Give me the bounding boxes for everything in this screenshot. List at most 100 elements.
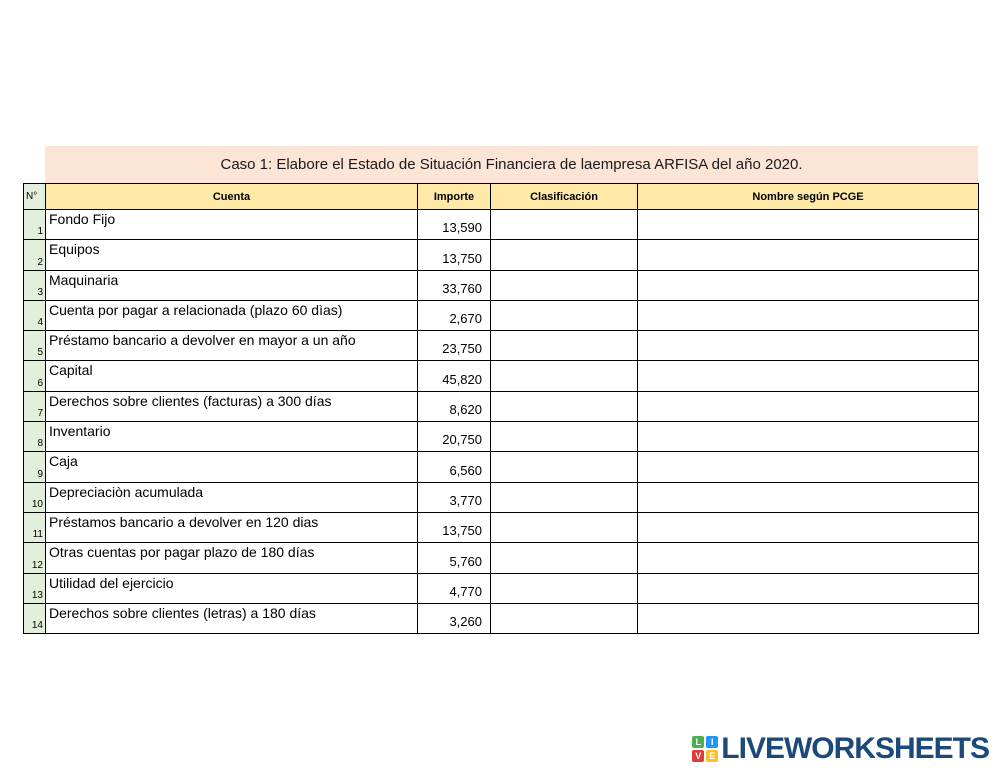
liveworksheets-logo-icon: L I V E <box>692 736 719 762</box>
row-number: 6 <box>23 360 46 392</box>
header-row: N° Cuenta Importe Clasificación Nombre s… <box>23 183 979 210</box>
row-number: 9 <box>23 451 46 483</box>
nombre-pcge-answer-cell[interactable] <box>637 269 979 301</box>
table-row: 4 Cuenta por pagar a relacionada (plazo … <box>23 299 979 332</box>
clasificacion-answer-cell[interactable] <box>490 330 638 362</box>
logo-square-v: V <box>692 750 705 762</box>
table-row: 7 Derechos sobre clientes (facturas) a 3… <box>23 390 979 423</box>
table-row: 8 Inventario 20,750 <box>23 421 979 453</box>
importe-cell: 33,760 <box>417 269 491 301</box>
importe-cell: 23,750 <box>417 330 491 362</box>
table-row: 11 Préstamos bancario a devolver en 120 … <box>23 511 979 544</box>
table-row: 3 Maquinaria 33,760 <box>23 269 979 301</box>
logo-square-e: E <box>706 750 719 762</box>
importe-cell: 13,750 <box>417 239 491 271</box>
nombre-pcge-answer-cell[interactable] <box>637 299 979 332</box>
importe-cell: 2,670 <box>417 299 491 332</box>
cuenta-cell: Caja <box>45 451 418 483</box>
cuenta-cell: Otras cuentas por pagar plazo de 180 día… <box>45 542 418 574</box>
row-number: 2 <box>23 239 46 271</box>
accounts-table: N° Cuenta Importe Clasificación Nombre s… <box>23 183 979 635</box>
row-number: 3 <box>23 269 46 301</box>
row-number: 10 <box>23 481 46 513</box>
table-row: 9 Caja 6,560 <box>23 451 979 483</box>
importe-cell: 5,760 <box>417 542 491 574</box>
clasificacion-answer-cell[interactable] <box>490 602 638 635</box>
importe-cell: 6,560 <box>417 451 491 483</box>
row-number: 1 <box>23 208 46 241</box>
cuenta-cell: Fondo Fijo <box>45 208 418 241</box>
nombre-pcge-answer-cell[interactable] <box>637 511 979 544</box>
table-row: 14 Derechos sobre clientes (letras) a 18… <box>23 602 979 635</box>
header-cuenta: Cuenta <box>45 183 418 210</box>
importe-cell: 3,260 <box>417 602 491 635</box>
clasificacion-answer-cell[interactable] <box>490 542 638 574</box>
header-num: N° <box>23 183 46 210</box>
logo-square-i: I <box>706 736 719 748</box>
cuenta-cell: Cuenta por pagar a relacionada (plazo 60… <box>45 299 418 332</box>
table-row: 5 Préstamo bancario a devolver en mayor … <box>23 330 979 362</box>
row-number: 5 <box>23 330 46 362</box>
clasificacion-answer-cell[interactable] <box>490 511 638 544</box>
header-nombre-pcge: Nombre según PCGE <box>637 183 979 210</box>
clasificacion-answer-cell[interactable] <box>490 360 638 392</box>
clasificacion-answer-cell[interactable] <box>490 239 638 271</box>
clasificacion-answer-cell[interactable] <box>490 269 638 301</box>
row-number: 13 <box>23 572 46 604</box>
cuenta-cell: Derechos sobre clientes (facturas) a 300… <box>45 390 418 423</box>
cuenta-cell: Depreciaciòn acumulada <box>45 481 418 513</box>
row-number: 8 <box>23 421 46 453</box>
table-row: 1 Fondo Fijo 13,590 <box>23 208 979 241</box>
importe-cell: 20,750 <box>417 421 491 453</box>
importe-cell: 13,750 <box>417 511 491 544</box>
liveworksheets-logo-text: LIVEWORKSHEETS <box>721 732 990 765</box>
table-row: 13 Utilidad del ejercicio 4,770 <box>23 572 979 604</box>
row-number: 11 <box>23 511 46 544</box>
row-number: 12 <box>23 542 46 574</box>
header-clasificacion: Clasificación <box>490 183 638 210</box>
exercise-title: Caso 1: Elabore el Estado de Situación F… <box>45 146 978 183</box>
nombre-pcge-answer-cell[interactable] <box>637 390 979 423</box>
nombre-pcge-answer-cell[interactable] <box>637 360 979 392</box>
row-number: 7 <box>23 390 46 423</box>
cuenta-cell: Utilidad del ejercicio <box>45 572 418 604</box>
nombre-pcge-answer-cell[interactable] <box>637 208 979 241</box>
logo-square-l: L <box>692 736 705 748</box>
nombre-pcge-answer-cell[interactable] <box>637 451 979 483</box>
table-row: 12 Otras cuentas por pagar plazo de 180 … <box>23 542 979 574</box>
cuenta-cell: Equipos <box>45 239 418 271</box>
row-number: 4 <box>23 299 46 332</box>
importe-cell: 45,820 <box>417 360 491 392</box>
cuenta-cell: Derechos sobre clientes (letras) a 180 d… <box>45 602 418 635</box>
cuenta-cell: Capital <box>45 360 418 392</box>
table-row: 6 Capital 45,820 <box>23 360 979 392</box>
table-row: 10 Depreciaciòn acumulada 3,770 <box>23 481 979 513</box>
clasificacion-answer-cell[interactable] <box>490 208 638 241</box>
importe-cell: 8,620 <box>417 390 491 423</box>
row-number: 14 <box>23 602 46 635</box>
clasificacion-answer-cell[interactable] <box>490 572 638 604</box>
liveworksheets-logo: L I V E LIVEWORKSHEETS <box>692 729 990 769</box>
cuenta-cell: Préstamos bancario a devolver en 120 dia… <box>45 511 418 544</box>
clasificacion-answer-cell[interactable] <box>490 481 638 513</box>
nombre-pcge-answer-cell[interactable] <box>637 602 979 635</box>
nombre-pcge-answer-cell[interactable] <box>637 330 979 362</box>
importe-cell: 4,770 <box>417 572 491 604</box>
clasificacion-answer-cell[interactable] <box>490 451 638 483</box>
clasificacion-answer-cell[interactable] <box>490 421 638 453</box>
table-row: 2 Equipos 13,750 <box>23 239 979 271</box>
nombre-pcge-answer-cell[interactable] <box>637 421 979 453</box>
clasificacion-answer-cell[interactable] <box>490 390 638 423</box>
cuenta-cell: Maquinaria <box>45 269 418 301</box>
nombre-pcge-answer-cell[interactable] <box>637 481 979 513</box>
cuenta-cell: Préstamo bancario a devolver en mayor a … <box>45 330 418 362</box>
nombre-pcge-answer-cell[interactable] <box>637 572 979 604</box>
importe-cell: 3,770 <box>417 481 491 513</box>
nombre-pcge-answer-cell[interactable] <box>637 239 979 271</box>
header-importe: Importe <box>417 183 491 210</box>
clasificacion-answer-cell[interactable] <box>490 299 638 332</box>
nombre-pcge-answer-cell[interactable] <box>637 542 979 574</box>
cuenta-cell: Inventario <box>45 421 418 453</box>
importe-cell: 13,590 <box>417 208 491 241</box>
